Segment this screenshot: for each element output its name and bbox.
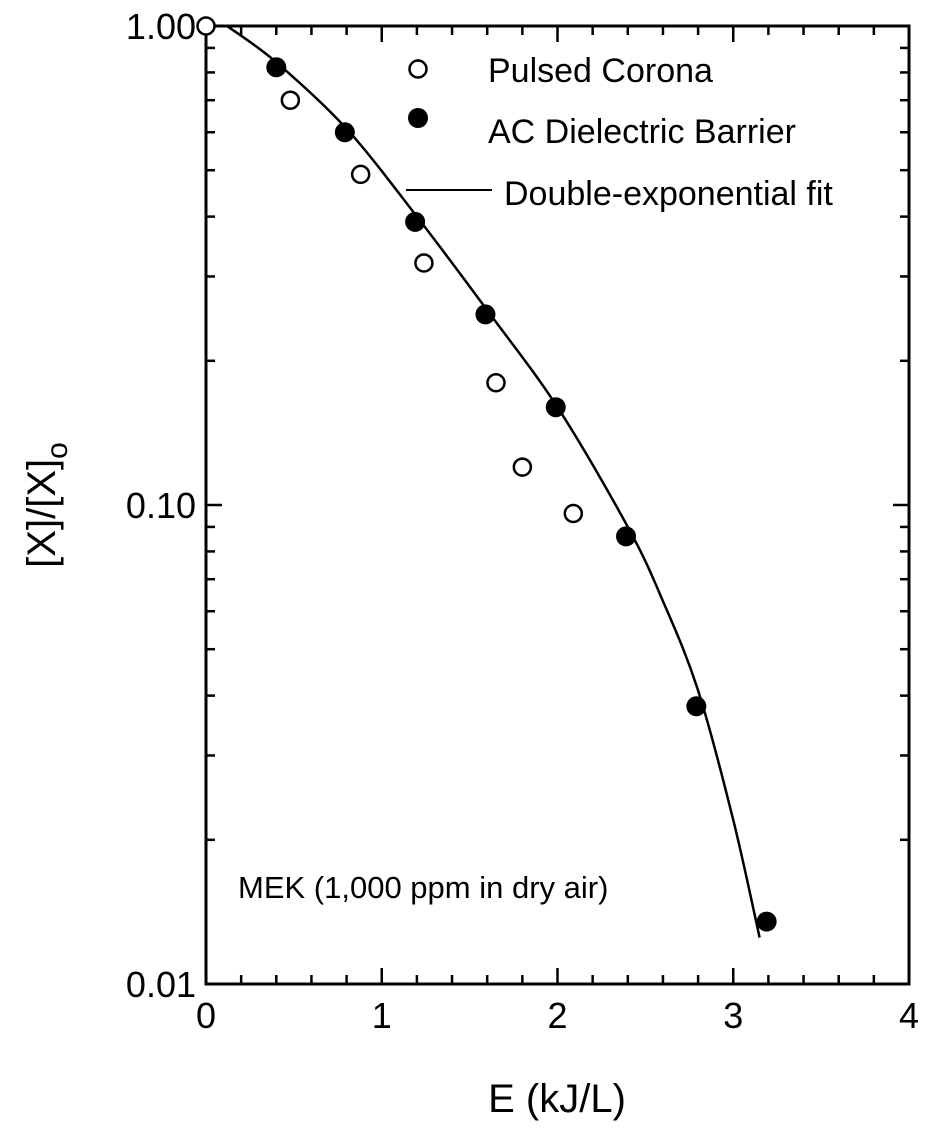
axis-tick-labels: 0 1 2 3 4 0.01 0.10 1.00	[126, 6, 919, 1036]
y-axis-title-subscript: o	[41, 442, 74, 459]
data-points	[196, 16, 777, 932]
point-ac-dielectric-barrier	[475, 304, 496, 325]
point-pulsed-corona	[350, 164, 371, 185]
point-ac-dielectric-barrier	[756, 911, 777, 932]
axis-ticks	[204, 26, 911, 986]
point-ac-dielectric-barrier	[334, 122, 355, 143]
legend-marker-pulsed-corona	[408, 59, 428, 79]
y-axis-title: [X]/[X]o	[20, 442, 74, 568]
point-pulsed-corona	[563, 503, 584, 524]
point-ac-dielectric-barrier	[616, 526, 637, 547]
x-tick-label: 2	[547, 995, 567, 1036]
fit-curve	[226, 24, 761, 938]
point-ac-dielectric-barrier	[266, 57, 287, 78]
chart-annotation: MEK (1,000 ppm in dry air)	[238, 870, 608, 905]
y-tick-label: 0.01	[126, 964, 196, 1005]
legend-marker-ac-dielectric-barrier	[408, 108, 428, 128]
plot-area-frame	[204, 24, 911, 986]
point-pulsed-corona	[196, 16, 216, 36]
y-axis-title-main: [X]/[X]	[20, 459, 64, 568]
legend: Pulsed Corona AC Dielectric Barrier Doub…	[406, 52, 833, 213]
x-tick-label: 3	[723, 995, 743, 1036]
y-tick-label: 0.10	[126, 485, 196, 526]
legend-label-ac-dielectric-barrier: AC Dielectric Barrier	[488, 113, 796, 151]
point-pulsed-corona	[280, 90, 301, 110]
x-axis-title: E (kJ/L)	[488, 1077, 626, 1121]
legend-label-double-exponential-fit: Double-exponential fit	[504, 175, 833, 213]
point-pulsed-corona	[486, 372, 506, 393]
point-ac-dielectric-barrier	[686, 696, 707, 717]
y-axis-title-text: [X]/[X]o	[20, 442, 74, 568]
x-tick-label: 0	[196, 995, 216, 1036]
point-ac-dielectric-barrier	[545, 397, 566, 418]
x-tick-label: 1	[372, 995, 392, 1036]
legend-label-pulsed-corona: Pulsed Corona	[488, 52, 713, 90]
point-ac-dielectric-barrier	[405, 211, 426, 232]
x-tick-label: 4	[899, 995, 919, 1036]
point-pulsed-corona	[512, 457, 533, 477]
point-pulsed-corona	[414, 253, 434, 273]
y-tick-label: 1.00	[126, 6, 196, 47]
